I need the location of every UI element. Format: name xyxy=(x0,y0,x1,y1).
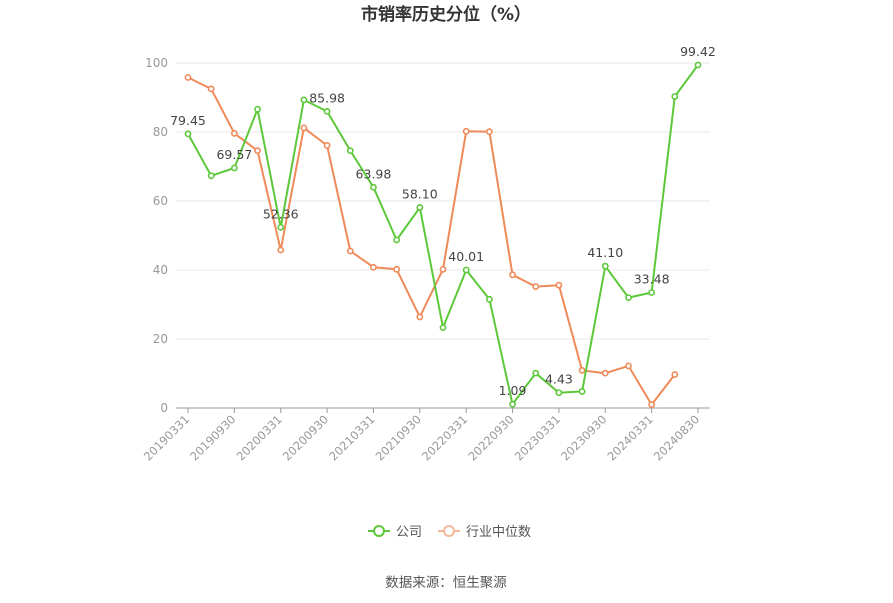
legend-label: 公司 xyxy=(396,525,422,540)
data-point xyxy=(462,127,470,135)
y-tick-label: 60 xyxy=(153,194,168,208)
legend-swatch-marker xyxy=(373,525,385,537)
data-point xyxy=(601,262,609,270)
data-point xyxy=(485,128,493,136)
x-tick-label: 20240331 xyxy=(604,412,655,463)
data-label-layer: 79.45 69.57 52.36 85.98 63.98 58.10 40.01 1.09 4… xyxy=(170,44,716,398)
data-point xyxy=(555,281,563,289)
data-point xyxy=(509,271,516,279)
x-tick-label: 20200331 xyxy=(234,412,285,463)
chart-title: 市销率历史分位（%） xyxy=(361,4,531,25)
x-tick-label: 20210331 xyxy=(326,412,377,463)
data-point xyxy=(230,164,238,172)
legend-item-1[interactable]: 行业中位数 xyxy=(438,525,531,540)
data-point xyxy=(184,130,192,138)
data-point xyxy=(277,246,285,254)
data-point xyxy=(694,61,702,69)
data-point xyxy=(323,107,331,115)
series-layer xyxy=(184,61,702,408)
data-point xyxy=(671,371,679,378)
x-tick-label: 20230331 xyxy=(512,412,563,463)
data-label: 99.42 xyxy=(680,44,716,59)
data-point xyxy=(300,124,308,132)
x-tick-label: 20230930 xyxy=(558,412,609,463)
data-point xyxy=(462,266,470,274)
data-label: 52.36 xyxy=(263,206,299,221)
data-point xyxy=(254,147,261,155)
series-line xyxy=(187,64,699,406)
data-point xyxy=(555,389,563,397)
data-point xyxy=(625,294,632,301)
grid-layer xyxy=(176,62,710,340)
x-tick-label: 20220331 xyxy=(419,412,470,463)
data-label: 4.43 xyxy=(545,372,573,387)
data-label: 1.09 xyxy=(499,383,527,398)
data-point xyxy=(300,96,308,104)
legend-swatch-marker xyxy=(443,525,455,537)
data-label: 63.98 xyxy=(356,166,392,181)
data-point xyxy=(648,401,656,408)
x-tick-label: 20190930 xyxy=(187,412,238,463)
data-point xyxy=(439,324,447,332)
data-point xyxy=(601,369,609,377)
data-point xyxy=(625,362,632,370)
legend[interactable]: 公司 行业中位数 xyxy=(368,525,531,540)
data-point xyxy=(323,142,331,149)
data-point xyxy=(230,129,238,137)
data-label: 33.48 xyxy=(634,271,670,286)
data-point xyxy=(578,366,586,374)
data-point xyxy=(578,388,586,395)
y-tick-label: 100 xyxy=(145,56,168,70)
y-tick-label: 40 xyxy=(153,263,168,277)
data-point xyxy=(416,204,424,211)
legend-label: 行业中位数 xyxy=(466,525,531,540)
x-tick-label: 20240830 xyxy=(651,412,702,463)
data-point xyxy=(254,105,261,113)
y-tick-label: 0 xyxy=(160,401,168,415)
x-tick-label: 20190331 xyxy=(141,412,192,463)
data-point xyxy=(532,283,540,290)
data-point xyxy=(416,313,424,321)
data-point xyxy=(207,172,215,180)
data-point xyxy=(346,247,354,255)
data-point xyxy=(370,263,377,271)
data-label: 41.10 xyxy=(587,245,623,260)
series-line xyxy=(187,76,676,406)
data-point xyxy=(532,369,540,377)
series-0 xyxy=(184,61,702,408)
data-point xyxy=(439,265,447,273)
data-point xyxy=(370,183,377,191)
data-point xyxy=(485,295,493,303)
x-tick-label: 20200930 xyxy=(280,412,331,463)
data-point xyxy=(184,74,192,81)
series-1 xyxy=(184,74,679,408)
source-note: 数据来源：恒生聚源 xyxy=(385,575,507,591)
data-label: 85.98 xyxy=(309,90,345,105)
legend-item-0[interactable]: 公司 xyxy=(368,525,422,540)
data-point xyxy=(393,265,401,273)
data-point xyxy=(648,289,656,296)
y-tick-label: 20 xyxy=(153,332,168,346)
data-point xyxy=(207,85,215,93)
x-tick-label: 20220930 xyxy=(465,412,516,463)
y-tick-label: 80 xyxy=(153,125,168,139)
data-point xyxy=(277,223,285,231)
data-point xyxy=(509,400,516,408)
data-point xyxy=(671,93,679,100)
x-tick-label: 20210930 xyxy=(373,412,424,463)
data-point xyxy=(346,147,354,155)
data-label: 69.57 xyxy=(216,147,252,162)
data-label: 58.10 xyxy=(402,187,438,202)
data-label: 40.01 xyxy=(448,249,484,264)
data-point xyxy=(393,236,401,244)
data-label: 79.45 xyxy=(170,113,206,128)
